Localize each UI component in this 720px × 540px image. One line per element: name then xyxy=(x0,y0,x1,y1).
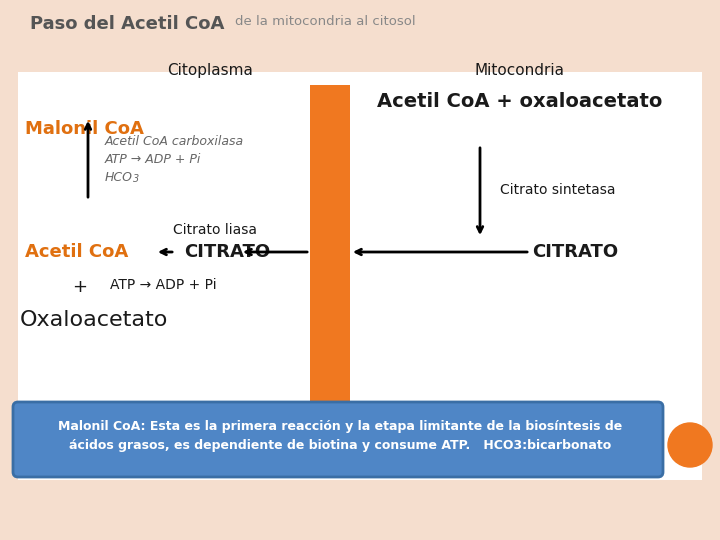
Text: Citoplasma: Citoplasma xyxy=(167,63,253,78)
Text: HCO: HCO xyxy=(105,171,133,184)
Text: +: + xyxy=(73,278,88,296)
Text: ATP → ADP + Pi: ATP → ADP + Pi xyxy=(110,278,217,292)
Text: Acetil CoA carboxilasa: Acetil CoA carboxilasa xyxy=(105,135,244,148)
Text: Citrato liasa: Citrato liasa xyxy=(173,223,257,237)
Bar xyxy=(310,85,350,460)
Text: Acetil CoA + oxaloacetato: Acetil CoA + oxaloacetato xyxy=(377,92,662,111)
Bar xyxy=(18,72,702,480)
Text: 3: 3 xyxy=(133,174,139,184)
Text: Malonil CoA: Esta es la primera reacción y la etapa limitante de la biosíntesis : Malonil CoA: Esta es la primera reacción… xyxy=(58,420,622,433)
Text: Acetil CoA: Acetil CoA xyxy=(25,243,128,261)
Text: ATP → ADP + Pi: ATP → ADP + Pi xyxy=(105,153,202,166)
Circle shape xyxy=(668,423,712,467)
Text: Citrato sintetasa: Citrato sintetasa xyxy=(500,183,616,197)
Text: de la mitocondria al citosol: de la mitocondria al citosol xyxy=(235,15,415,28)
Text: Mitocondria: Mitocondria xyxy=(475,63,565,78)
Text: CITRATO: CITRATO xyxy=(184,243,270,261)
Text: Oxaloacetato: Oxaloacetato xyxy=(20,310,168,330)
Text: Paso del Acetil CoA: Paso del Acetil CoA xyxy=(30,15,225,33)
Text: CITRATO: CITRATO xyxy=(532,243,618,261)
Text: ácidos grasos, es dependiente de biotina y consume ATP.   HCO3:bicarbonato: ácidos grasos, es dependiente de biotina… xyxy=(69,439,611,452)
Text: Malonil CoA: Malonil CoA xyxy=(25,120,144,138)
FancyBboxPatch shape xyxy=(13,402,663,477)
